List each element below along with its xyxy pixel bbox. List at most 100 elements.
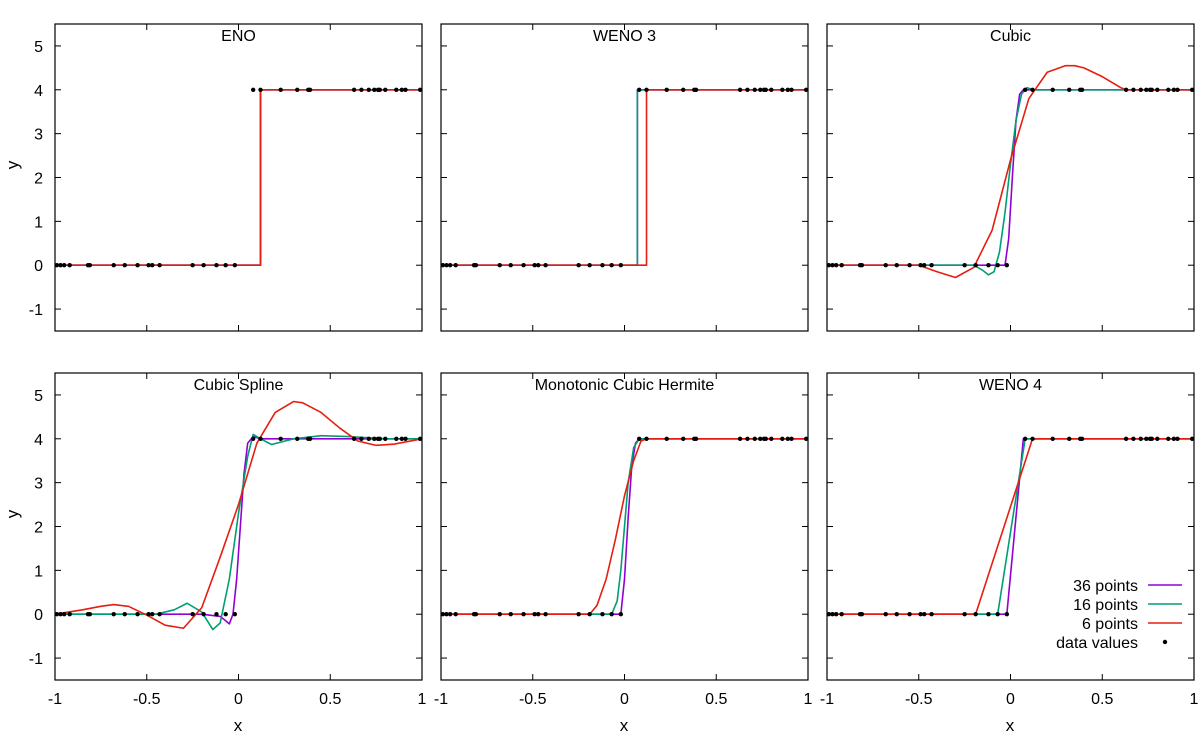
data-point — [278, 87, 283, 92]
plot-frame — [54, 372, 423, 681]
data-point — [214, 263, 219, 268]
data-point — [1149, 87, 1155, 92]
data-point — [201, 612, 206, 617]
plot-frame — [826, 372, 1195, 681]
y-tick-label: -1 — [29, 651, 43, 668]
data-point — [1079, 87, 1085, 92]
series-line-16-points — [827, 437, 1194, 616]
x-tick-label: 0.5 — [319, 691, 341, 708]
data-point — [111, 263, 116, 268]
data-point — [351, 87, 357, 92]
data-point — [543, 263, 548, 268]
data-point — [763, 87, 768, 92]
data-point — [521, 263, 526, 268]
data-point — [922, 263, 927, 268]
data-point — [803, 436, 809, 441]
data-point — [995, 263, 1000, 268]
data-point — [780, 87, 785, 92]
y-tick-label: 2 — [34, 520, 43, 537]
data-point — [1022, 87, 1028, 92]
data-point — [587, 263, 592, 268]
data-point — [839, 263, 844, 268]
data-point — [111, 612, 116, 617]
y-tick-label: 5 — [34, 388, 43, 405]
data-point — [1171, 436, 1177, 441]
data-point — [250, 87, 256, 92]
data-point — [609, 612, 614, 617]
subplot-title: ENO — [221, 28, 256, 45]
data-point — [377, 87, 382, 92]
x-tick-label: -0.5 — [519, 691, 547, 708]
data-point — [745, 87, 750, 92]
data-point — [1050, 87, 1055, 92]
data-point — [752, 436, 757, 441]
data-point — [1166, 436, 1171, 441]
data-point — [833, 612, 839, 617]
data-point — [1144, 436, 1149, 441]
data-point — [789, 436, 794, 441]
data-point — [1079, 436, 1085, 441]
series-line-16-points — [441, 437, 808, 616]
series-line-16-points — [55, 433, 422, 631]
data-point — [307, 436, 313, 441]
y-tick-label: 4 — [34, 83, 43, 100]
legend-label-data-values: data values — [1056, 635, 1138, 652]
data-point — [1171, 87, 1177, 92]
data-point — [399, 436, 405, 441]
data-point — [543, 612, 548, 617]
data-point — [473, 612, 479, 617]
data-point — [157, 263, 162, 268]
data-point — [745, 436, 750, 441]
y-tick-label: 4 — [34, 432, 43, 449]
data-point — [58, 612, 63, 617]
plot-frame — [440, 372, 809, 681]
data-point — [146, 612, 151, 617]
data-point — [922, 612, 927, 617]
y-tick-label: 1 — [34, 563, 43, 580]
data-point — [295, 436, 300, 441]
data-point — [377, 436, 382, 441]
data-point — [447, 612, 453, 617]
data-point — [758, 436, 763, 441]
data-point — [894, 263, 899, 268]
data-point — [986, 612, 991, 617]
data-point — [618, 263, 624, 268]
series-line-6-points — [441, 437, 808, 616]
series-line-6-points — [827, 437, 1194, 616]
data-point — [366, 436, 371, 441]
subplot-weno-4: -1 -0.5 0 0.5 1 WENO 4 — [820, 372, 1199, 708]
y-tick-label: 3 — [34, 127, 43, 144]
data-point — [644, 436, 649, 441]
data-point — [1138, 87, 1143, 92]
data-point — [372, 87, 377, 92]
data-point — [752, 87, 757, 92]
y-tick-label: 3 — [34, 476, 43, 493]
data-point — [453, 612, 458, 617]
data-point — [359, 436, 364, 441]
data-point — [58, 263, 63, 268]
series-line-6-points — [441, 88, 808, 267]
data-point — [1138, 436, 1143, 441]
data-point — [681, 87, 686, 92]
x-axis-label-right: x — [1006, 716, 1015, 735]
data-point — [307, 87, 313, 92]
data-point — [1131, 436, 1136, 441]
data-point — [883, 263, 888, 268]
data-point — [929, 612, 934, 617]
data-point — [1155, 87, 1160, 92]
data-point — [618, 612, 624, 617]
data-point — [190, 612, 195, 617]
data-point — [929, 263, 934, 268]
data-point — [1022, 436, 1028, 441]
data-point — [833, 263, 839, 268]
data-point — [803, 87, 809, 92]
subplot-cubic: Cubic — [826, 23, 1195, 332]
subplot-monotonic-cubic-hermite: -1 -0.5 0 0.5 1 Monotonic Cubic Hermite — [434, 372, 813, 708]
data-point — [383, 436, 388, 441]
data-point — [1155, 436, 1160, 441]
data-point — [1175, 436, 1180, 441]
data-point — [122, 612, 127, 617]
x-tick-label: 0.5 — [1091, 691, 1113, 708]
data-point — [973, 263, 978, 268]
data-point — [1050, 436, 1055, 441]
